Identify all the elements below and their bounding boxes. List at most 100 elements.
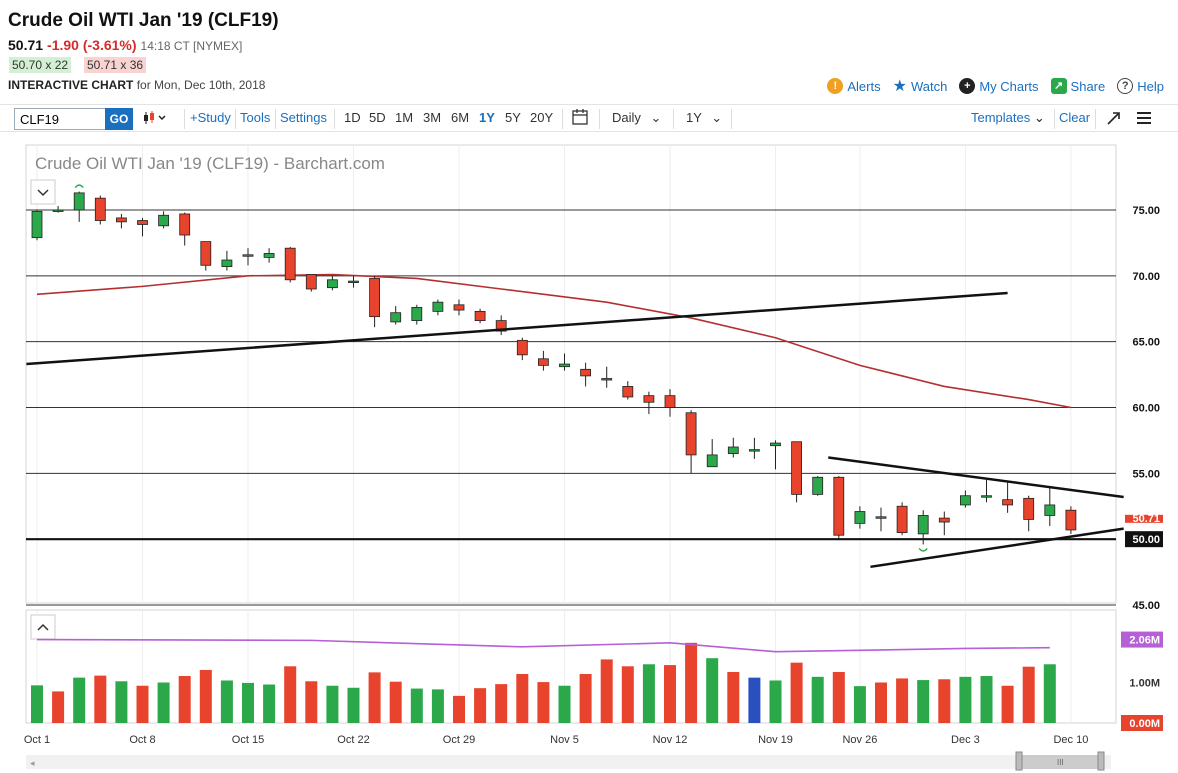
x-tick-label: Nov 5	[550, 734, 579, 746]
period-1m[interactable]: 1M	[395, 110, 414, 125]
candles-layer	[31, 184, 1077, 552]
my-charts-link[interactable]: + My Charts	[959, 78, 1039, 94]
price-tag-bg	[1125, 514, 1163, 523]
candle-body	[854, 511, 866, 524]
y-tick-text: 45.00	[1132, 600, 1160, 612]
volume-bar	[832, 671, 845, 723]
expand-icon[interactable]	[1105, 109, 1121, 130]
scroll-handle-left	[1015, 751, 1023, 771]
volume-average-line	[36, 638, 1050, 653]
study-button[interactable]: +Study	[190, 110, 231, 125]
candle	[348, 275, 359, 288]
collapse-volume-panel-button[interactable]	[30, 614, 56, 640]
volume-bar	[790, 662, 803, 723]
volume-bar	[1022, 666, 1035, 723]
x-tick-label: Dec 10	[1053, 734, 1088, 746]
y-tick-label: 55.00	[1132, 468, 1160, 480]
period-6m[interactable]: 6M	[451, 110, 470, 125]
candle	[221, 250, 233, 271]
chart-type-icon[interactable]	[141, 109, 169, 130]
candle-body	[580, 368, 591, 377]
candle-body	[1044, 504, 1056, 516]
interval-select[interactable]: Daily ⌄	[612, 110, 661, 126]
candle-body	[453, 304, 465, 311]
my-charts-label: My Charts	[979, 78, 1039, 94]
period-20y[interactable]: 20Y	[530, 110, 554, 125]
candle-body	[875, 516, 887, 519]
tools-button[interactable]: Tools	[240, 110, 271, 125]
scroll-left-icon: ◂	[30, 758, 35, 768]
ask-badge: 50.71 x 36	[84, 57, 147, 73]
period-1d[interactable]: 1D	[344, 110, 361, 125]
moving-average-layer	[36, 273, 1072, 409]
quote-line: 50.71 -1.90 (-3.61%) 14:18 CT [NYMEX]	[8, 37, 242, 53]
chevron-down-icon	[37, 189, 49, 197]
volume-bar	[495, 684, 508, 723]
price-chart[interactable]: Crude Oil WTI Jan '19 (CLF19) - Barchart…	[0, 140, 1178, 773]
candle-body	[221, 259, 233, 268]
candle	[453, 299, 465, 316]
candle	[664, 389, 676, 417]
watch-link[interactable]: ★ Watch	[893, 76, 948, 96]
chart-toolbar: GO +Study Tools Settings 1D 5D 1M 3M 6M …	[0, 104, 1178, 132]
volume-bar	[136, 685, 149, 723]
candle	[52, 206, 64, 213]
watch-label: Watch	[910, 78, 948, 94]
candle-body	[727, 446, 739, 454]
collapse-price-panel-button[interactable]	[30, 179, 56, 205]
candle-body	[348, 280, 359, 284]
volume-bar	[769, 680, 782, 723]
period-1y[interactable]: 1Y	[479, 110, 495, 125]
share-link[interactable]: ↗ Share	[1050, 78, 1105, 94]
candle	[242, 248, 254, 266]
volume-bar	[959, 676, 972, 723]
templates-select[interactable]: Templates ⌄	[971, 110, 1045, 126]
go-button[interactable]: GO	[105, 108, 133, 130]
candle	[812, 475, 824, 496]
page-title: Crude Oil WTI Jan '19 (CLF19)	[8, 10, 279, 31]
candle	[1065, 506, 1077, 534]
volume-bar	[685, 642, 698, 723]
interval-value: Daily	[612, 110, 641, 125]
y-tick-text: 70.00	[1132, 271, 1160, 283]
candle-body	[770, 442, 781, 447]
x-tick-label: Nov 26	[842, 734, 877, 746]
volume-bar	[875, 682, 887, 723]
volume-bar	[474, 688, 487, 723]
candle	[495, 315, 507, 336]
menu-icon[interactable]	[1136, 109, 1152, 130]
candle	[516, 337, 528, 361]
settings-button[interactable]: Settings	[280, 110, 327, 125]
candle-body	[685, 412, 697, 456]
period-5d[interactable]: 5D	[369, 110, 386, 125]
x-tick-label: Dec 3	[951, 734, 980, 746]
y-tick-text: 55.00	[1132, 468, 1160, 480]
volume-bar	[410, 688, 423, 723]
symbol-input[interactable]	[14, 108, 106, 130]
help-link[interactable]: ? Help	[1117, 78, 1164, 94]
chart-title: Crude Oil WTI Jan '19 (CLF19) - Barchart…	[35, 154, 385, 173]
alerts-link[interactable]: ! Alerts	[827, 78, 881, 94]
period-5y[interactable]: 5Y	[505, 110, 521, 125]
scroll-thumb	[1019, 755, 1103, 769]
clear-button[interactable]: Clear	[1059, 110, 1091, 125]
volume-bar	[896, 678, 909, 723]
high-marker	[74, 184, 84, 189]
volume-bar	[664, 665, 676, 723]
volume-bar	[157, 682, 170, 723]
range-select[interactable]: 1Y ⌄	[686, 110, 722, 126]
y-tick-text: 50.00	[1132, 534, 1160, 546]
candle-body	[917, 515, 929, 535]
time-scrollbar[interactable]: ◂ III	[26, 751, 1111, 771]
candle-body	[242, 254, 254, 257]
y-tick-text: 75.00	[1132, 205, 1160, 217]
candle	[643, 391, 655, 415]
interactive-label: INTERACTIVE CHART	[8, 78, 134, 92]
period-3m[interactable]: 3M	[423, 110, 442, 125]
calendar-icon[interactable]	[572, 108, 588, 129]
volume-bar	[220, 680, 233, 723]
candle-body	[1065, 509, 1077, 531]
candle-body	[791, 441, 802, 495]
candle-body	[1023, 497, 1035, 520]
y-tick-label: 50.00	[1125, 531, 1163, 548]
